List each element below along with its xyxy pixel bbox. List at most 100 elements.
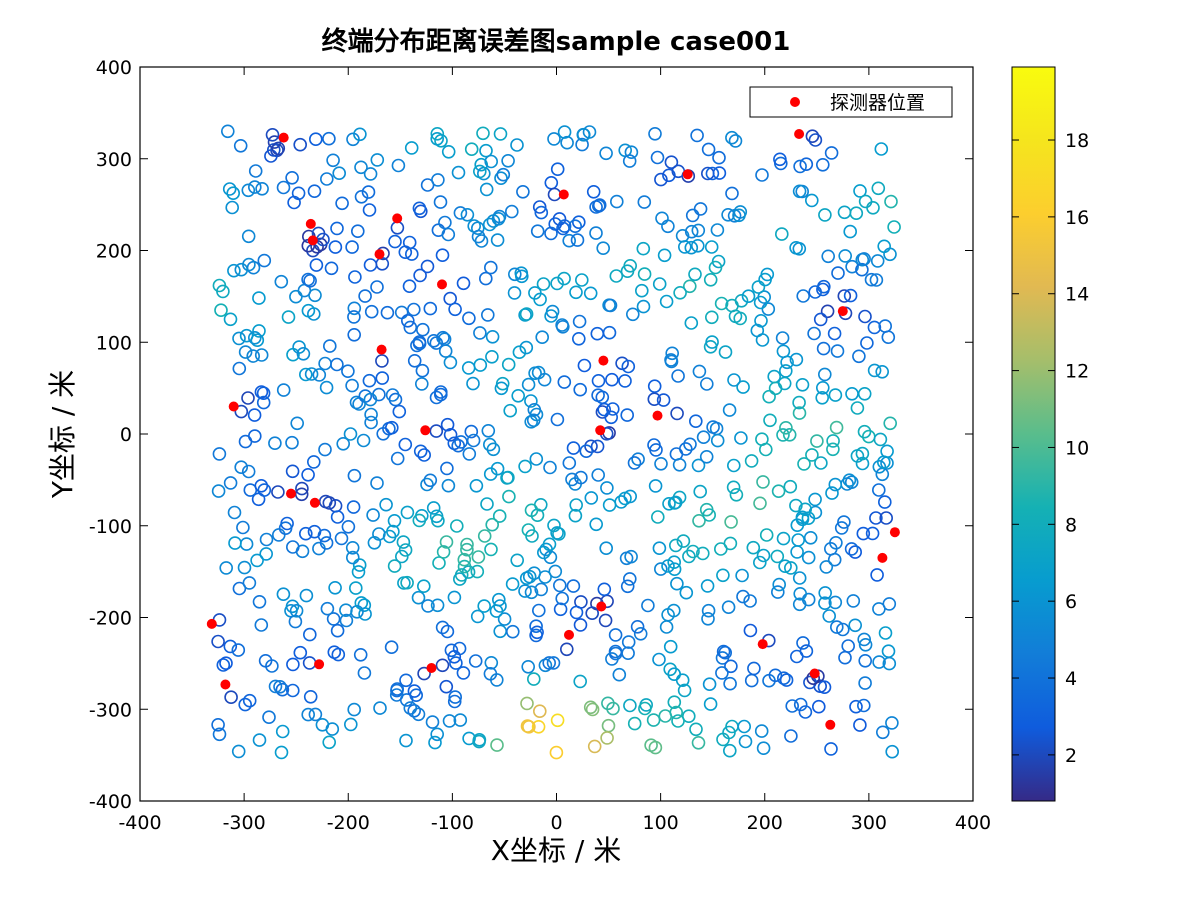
terminal-point (501, 357, 516, 372)
terminal-point (887, 220, 901, 234)
terminal-point (605, 652, 619, 666)
terminal-point (384, 420, 399, 435)
terminal-point (609, 194, 624, 209)
terminal-point (783, 479, 798, 494)
terminal-point (298, 526, 313, 541)
terminal-point (878, 319, 893, 333)
terminal-point (796, 289, 811, 303)
terminal-point (622, 572, 637, 586)
x-axis-label: X坐标 / 米 (491, 834, 621, 867)
terminal-point (549, 745, 564, 760)
terminal-point (375, 371, 390, 385)
terminal-point (353, 647, 368, 662)
terminal-point (869, 273, 884, 287)
terminal-point (712, 166, 727, 180)
terminal-point (367, 535, 382, 550)
terminal-point (621, 646, 635, 661)
terminal-point (793, 697, 808, 712)
terminal-point (348, 270, 362, 284)
terminal-point (399, 673, 413, 688)
terminal-point (529, 452, 544, 466)
legend: 探测器位置 (749, 86, 953, 118)
terminal-point (783, 561, 798, 575)
terminal-point (693, 484, 708, 499)
terminal-point (848, 545, 863, 559)
detector-point (825, 719, 836, 730)
terminal-point (815, 390, 830, 405)
terminal-point (606, 701, 620, 716)
terminal-point (843, 288, 858, 303)
terminal-point (285, 599, 300, 614)
terminal-point (400, 505, 415, 520)
terminal-point (636, 299, 651, 314)
terminal-point (688, 267, 702, 282)
terminal-point (583, 700, 598, 715)
terminal-point (634, 283, 649, 298)
detector-point (564, 629, 574, 640)
terminal-point (259, 547, 274, 561)
terminal-point (398, 245, 413, 259)
terminal-point (689, 722, 703, 737)
terminal-point (562, 233, 577, 248)
terminal-point (608, 644, 623, 659)
terminal-point (489, 604, 504, 618)
terminal-point (440, 461, 454, 476)
terminal-point (663, 662, 678, 677)
terminal-point (574, 273, 589, 287)
terminal-point (882, 597, 897, 611)
detector-point (278, 132, 289, 143)
terminal-point (358, 607, 372, 621)
terminal-point (527, 402, 542, 417)
detector-point (757, 639, 768, 650)
terminal-point (231, 744, 246, 759)
terminal-point (438, 215, 452, 230)
terminal-point (726, 458, 741, 473)
terminal-point (247, 408, 262, 422)
terminal-point (336, 436, 351, 451)
terminal-point (493, 127, 508, 141)
terminal-point (530, 625, 544, 640)
terminal-point (618, 374, 632, 388)
terminal-point (857, 252, 871, 266)
terminal-point (356, 433, 371, 448)
terminal-point (835, 622, 850, 637)
terminal-point (858, 194, 873, 209)
terminal-point (671, 369, 685, 383)
terminal-point (502, 489, 516, 504)
y-tick-label: -300 (89, 699, 132, 721)
terminal-points (211, 124, 901, 760)
y-axis: -400 -300 -200 -100 0 100 200 300 400 (89, 57, 973, 813)
terminal-point (400, 575, 414, 590)
terminal-point (690, 239, 705, 253)
terminal-point (529, 619, 543, 634)
terminal-point (505, 624, 520, 639)
terminal-point (462, 447, 477, 461)
terminal-point (390, 451, 405, 466)
terminal-point (623, 698, 637, 713)
terminal-point (585, 606, 600, 621)
terminal-point (779, 420, 793, 435)
terminal-point (853, 184, 867, 198)
terminal-point (298, 367, 313, 382)
terminal-point (490, 738, 504, 752)
terminal-point (826, 434, 840, 448)
detector-point (595, 425, 606, 436)
terminal-point (700, 579, 715, 593)
terminal-point (388, 234, 402, 249)
terminal-point (370, 280, 384, 294)
terminal-point (728, 134, 743, 148)
terminal-point (231, 643, 246, 657)
terminal-point (692, 364, 707, 379)
terminal-point (789, 498, 803, 513)
terminal-point (423, 473, 438, 488)
terminal-point (394, 549, 409, 564)
terminal-point (662, 496, 676, 511)
terminal-point (211, 717, 225, 732)
terminal-point (591, 199, 606, 213)
terminal-point (428, 735, 442, 750)
terminal-point (760, 267, 775, 282)
terminal-point (413, 444, 428, 459)
terminal-point (670, 576, 684, 591)
terminal-point (573, 382, 588, 397)
legend-marker (790, 97, 800, 107)
